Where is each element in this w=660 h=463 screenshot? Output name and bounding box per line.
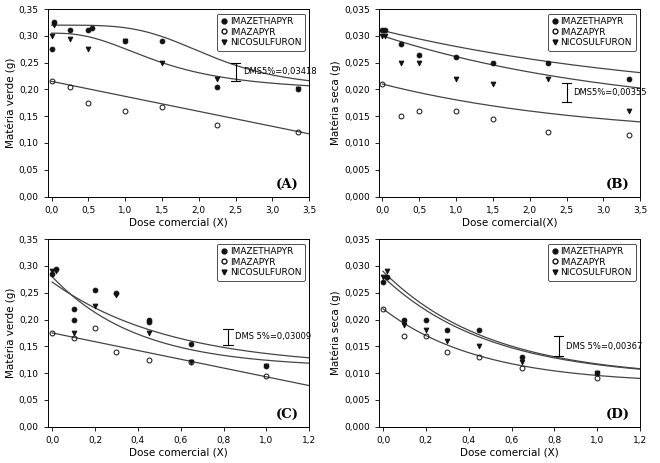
Text: (B): (B)	[606, 178, 630, 191]
Y-axis label: Matéria verde (g): Matéria verde (g)	[5, 57, 16, 148]
Y-axis label: Matéria verde (g): Matéria verde (g)	[5, 288, 16, 378]
Text: DMS 5%=0,00367: DMS 5%=0,00367	[566, 342, 642, 351]
X-axis label: Dose comercial (X): Dose comercial (X)	[129, 217, 228, 227]
X-axis label: Dose comercial (X): Dose comercial (X)	[129, 447, 228, 457]
X-axis label: Dose comercial(X): Dose comercial(X)	[462, 217, 557, 227]
Y-axis label: Matéria seca (g): Matéria seca (g)	[331, 61, 341, 145]
Text: (C): (C)	[276, 408, 299, 421]
Legend: IMAZETHAPYR, IMAZAPYR, NICOSULFURON: IMAZETHAPYR, IMAZAPYR, NICOSULFURON	[548, 244, 636, 281]
Text: (A): (A)	[276, 178, 299, 191]
Text: DMS 5%=0,03009: DMS 5%=0,03009	[235, 332, 311, 341]
Legend: IMAZETHAPYR, IMAZAPYR, NICOSULFURON: IMAZETHAPYR, IMAZAPYR, NICOSULFURON	[217, 244, 305, 281]
Text: DMS5%=0,03418: DMS5%=0,03418	[243, 67, 316, 76]
Text: (D): (D)	[606, 408, 630, 421]
Y-axis label: Matéria seca (g): Matéria seca (g)	[331, 291, 341, 375]
Text: DMS5%=0,00355: DMS5%=0,00355	[574, 88, 647, 97]
Legend: IMAZETHAPYR, IMAZAPYR, NICOSULFURON: IMAZETHAPYR, IMAZAPYR, NICOSULFURON	[548, 13, 636, 50]
Legend: IMAZETHAPYR, IMAZAPYR, NICOSULFURON: IMAZETHAPYR, IMAZAPYR, NICOSULFURON	[217, 13, 305, 50]
X-axis label: Dose comercial (X): Dose comercial (X)	[460, 447, 559, 457]
